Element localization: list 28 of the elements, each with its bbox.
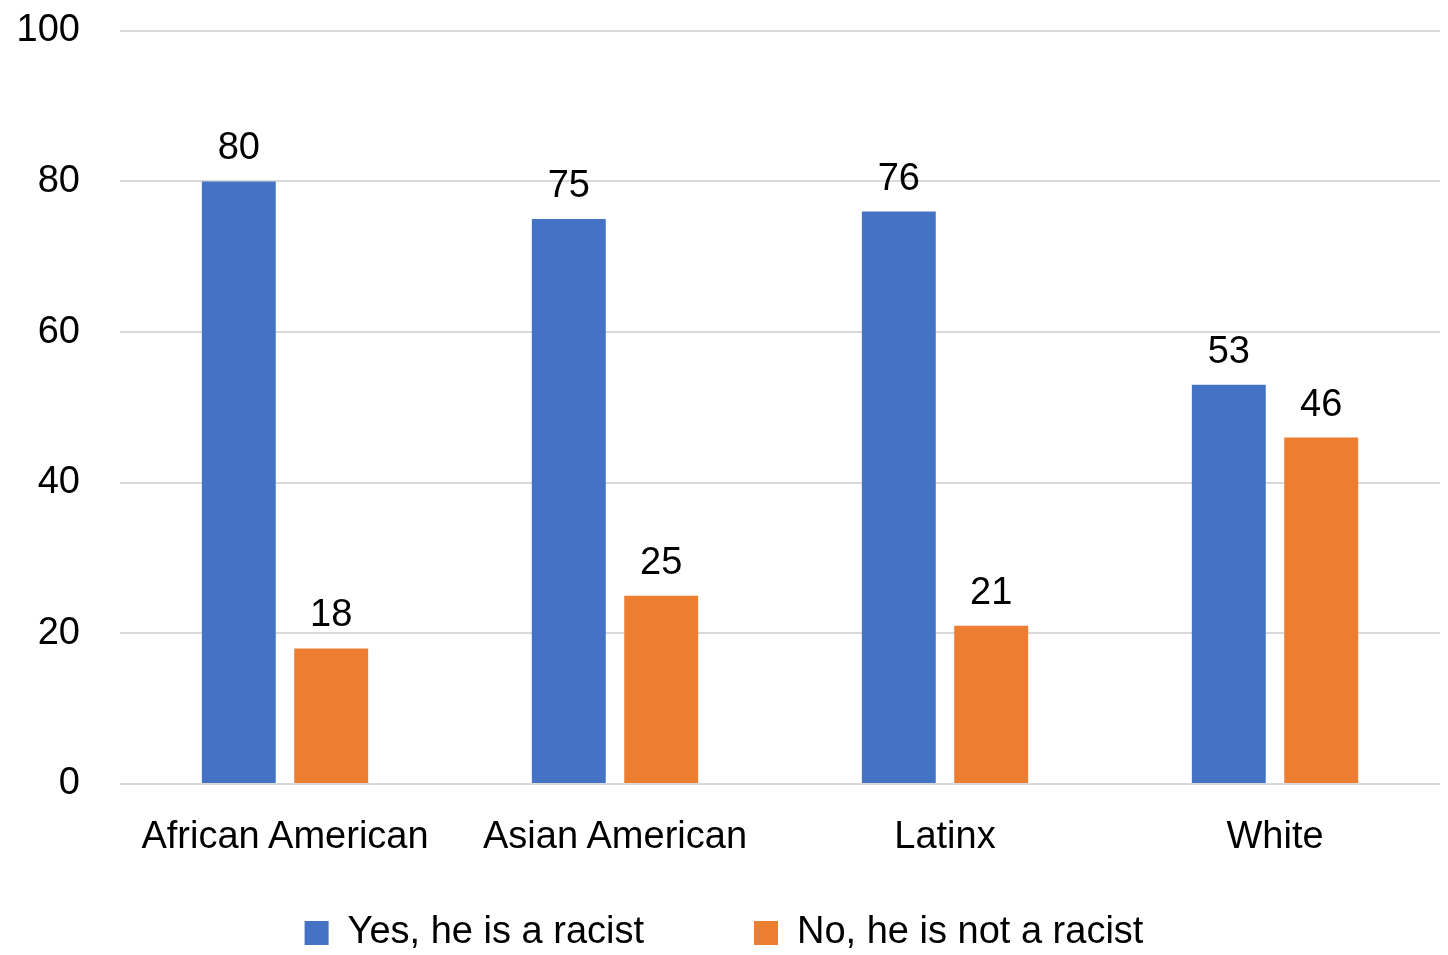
bar — [1191, 384, 1266, 783]
x-tick-label: African American — [141, 814, 429, 857]
y-tick-label: 100 — [16, 7, 80, 50]
legend-label: No, he is not a racist — [797, 909, 1144, 952]
data-label: 18 — [310, 592, 353, 635]
bar — [624, 595, 699, 783]
y-tick-label: 20 — [37, 609, 80, 652]
data-label: 80 — [217, 125, 260, 168]
data-label: 76 — [877, 155, 920, 198]
data-label: 46 — [1300, 381, 1343, 424]
x-tick-label: Asian American — [482, 814, 748, 857]
data-label: 75 — [547, 163, 590, 206]
y-tick-label: 40 — [37, 459, 80, 502]
data-label: 53 — [1207, 328, 1250, 371]
bar — [201, 181, 276, 783]
data-label: 21 — [970, 569, 1013, 612]
bar — [1284, 437, 1359, 783]
data-label: 25 — [640, 539, 683, 582]
bar — [294, 648, 369, 783]
bar — [861, 211, 936, 783]
x-tick-label: White — [1226, 814, 1324, 857]
bar — [954, 625, 1029, 783]
y-tick-label: 60 — [37, 308, 80, 351]
y-tick-label: 0 — [58, 760, 80, 803]
y-tick-label: 80 — [37, 157, 80, 200]
legend-label: Yes, he is a racist — [347, 909, 645, 952]
x-tick-label: Latinx — [894, 814, 996, 857]
bar — [531, 219, 606, 783]
